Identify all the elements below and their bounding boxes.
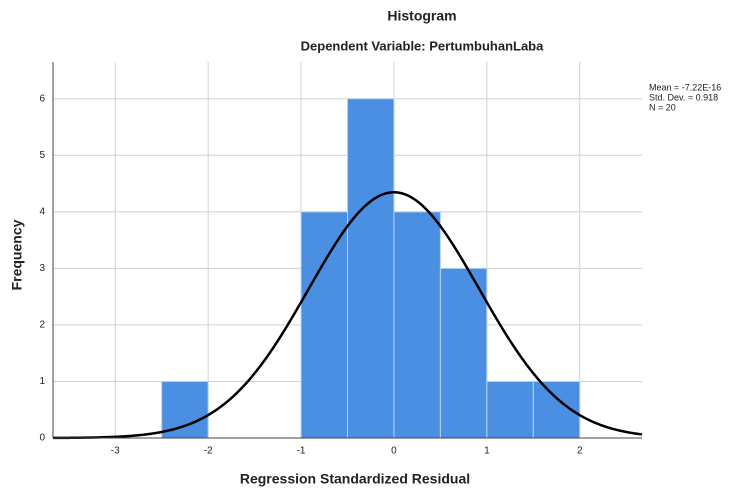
- bar: [393, 211, 441, 439]
- y-tick-label: 4: [39, 206, 45, 217]
- x-tick-label: 2: [577, 446, 583, 457]
- stat-sd: Std. Dev. = 0.918: [649, 92, 718, 102]
- bar: [486, 380, 534, 439]
- x-tick-label: -1: [297, 446, 306, 457]
- bar: [300, 211, 348, 439]
- y-tick-label: 3: [39, 263, 45, 274]
- y-tick-label: 6: [39, 93, 45, 104]
- x-tick-label: -2: [204, 446, 213, 457]
- y-axis-label: Frequency: [9, 219, 25, 290]
- normal-curve: [52, 191, 643, 440]
- x-axis-label: Regression Standardized Residual: [240, 471, 470, 487]
- bar: [161, 380, 209, 439]
- stat-n: N = 20: [649, 102, 676, 112]
- y-tick-label: 2: [39, 320, 45, 331]
- bar: [439, 267, 488, 439]
- chart-title: Histogram: [387, 8, 456, 24]
- x-tick-label: 1: [484, 446, 490, 457]
- y-tick-label: 0: [39, 433, 45, 444]
- x-tick-label: -3: [111, 446, 120, 457]
- y-tick-label: 5: [39, 150, 45, 161]
- chart-subtitle: Dependent Variable: PertumbuhanLaba: [301, 38, 544, 53]
- stat-mean: Mean = -7.22E-16: [649, 82, 721, 92]
- x-tick-label: 0: [391, 446, 397, 457]
- bar: [347, 98, 395, 439]
- y-tick-label: 1: [39, 376, 45, 387]
